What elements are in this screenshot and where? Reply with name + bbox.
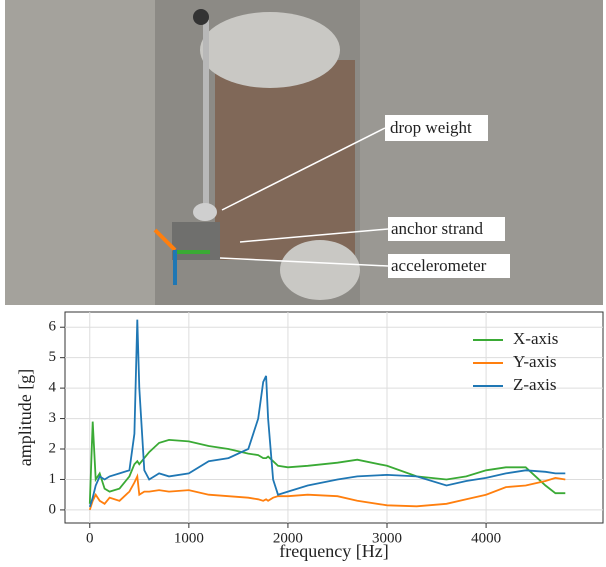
photo-label: anchor strand [391,219,484,238]
y-axis-label: amplitude [g] [15,369,35,466]
weight [193,203,217,221]
y-tick-label: 3 [49,410,57,426]
x-tick-label: 1000 [174,530,204,546]
y-tick-label: 4 [49,380,57,396]
y-tick-label: 5 [49,349,57,365]
photo-label: drop weight [390,118,472,137]
photo: drop weight anchor strand accelerometer [5,0,603,305]
anchor-head [200,12,340,88]
rod [203,20,209,215]
rust [215,60,355,260]
x-tick-label: 0 [86,530,94,546]
accelerometer-block [172,222,220,260]
anchor-head-lower [280,240,360,300]
legend-label: Z-axis [513,375,556,394]
y-tick-label: 6 [49,319,57,335]
x-tick-label: 4000 [471,530,501,546]
wall-left [5,0,155,305]
legend-label: Y-axis [513,352,556,371]
y-tick-label: 0 [49,501,57,517]
photo-label: accelerometer [391,256,487,275]
y-tick-label: 2 [49,440,57,456]
legend-label: X-axis [513,329,558,348]
x-axis-label: frequency [Hz] [279,541,388,561]
figure: drop weight anchor strand accelerometer … [0,0,606,567]
y-tick-label: 1 [49,471,57,487]
rod-knob [193,9,209,25]
